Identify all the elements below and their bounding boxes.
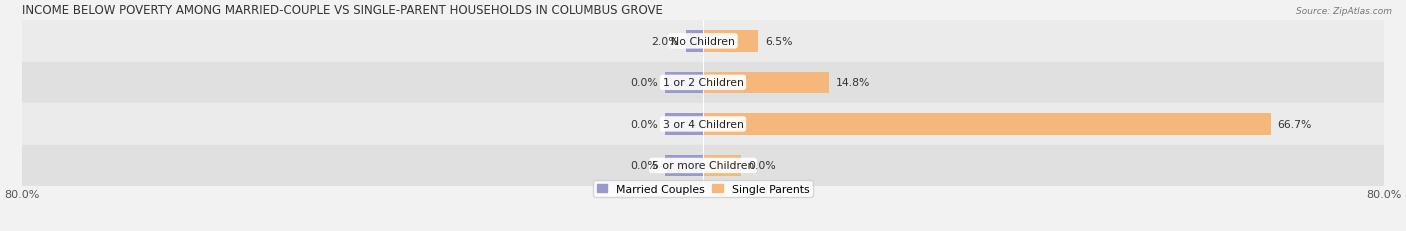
Bar: [703, 155, 741, 176]
Text: 66.7%: 66.7%: [1278, 119, 1312, 129]
Text: 0.0%: 0.0%: [630, 78, 658, 88]
Bar: [22, 21, 1384, 62]
Text: INCOME BELOW POVERTY AMONG MARRIED-COUPLE VS SINGLE-PARENT HOUSEHOLDS IN COLUMBU: INCOME BELOW POVERTY AMONG MARRIED-COUPL…: [22, 4, 662, 17]
Text: 3 or 4 Children: 3 or 4 Children: [662, 119, 744, 129]
Text: 0.0%: 0.0%: [630, 119, 658, 129]
Text: No Children: No Children: [671, 37, 735, 47]
Text: 2.0%: 2.0%: [651, 37, 679, 47]
Text: 5 or more Children: 5 or more Children: [652, 161, 754, 171]
Bar: [665, 72, 703, 94]
Text: 6.5%: 6.5%: [765, 37, 793, 47]
Bar: [703, 72, 830, 94]
Bar: [22, 145, 1384, 186]
Legend: Married Couples, Single Parents: Married Couples, Single Parents: [593, 180, 813, 198]
Text: 0.0%: 0.0%: [748, 161, 776, 171]
Text: 14.8%: 14.8%: [835, 78, 870, 88]
Text: 1 or 2 Children: 1 or 2 Children: [662, 78, 744, 88]
Bar: [22, 62, 1384, 104]
Bar: [22, 104, 1384, 145]
Bar: [665, 114, 703, 135]
Bar: [686, 31, 703, 52]
Text: Source: ZipAtlas.com: Source: ZipAtlas.com: [1296, 7, 1392, 16]
Bar: [665, 155, 703, 176]
Bar: [703, 114, 1271, 135]
Bar: [703, 31, 758, 52]
Text: 0.0%: 0.0%: [630, 161, 658, 171]
